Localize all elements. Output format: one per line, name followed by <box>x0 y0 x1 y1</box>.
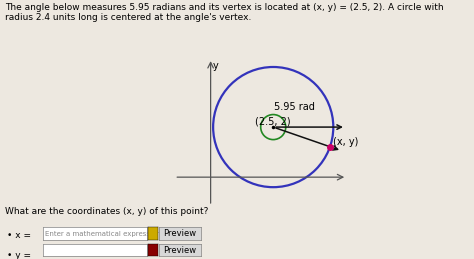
Text: y: y <box>213 61 219 71</box>
Text: Preview: Preview <box>164 229 197 238</box>
Text: The angle below measures 5.95 radians and its vertex is located at (x, y) = (2.5: The angle below measures 5.95 radians an… <box>5 3 443 22</box>
Text: (2.5, 2): (2.5, 2) <box>255 117 291 127</box>
Text: (x, y): (x, y) <box>332 138 358 147</box>
Text: Enter a mathematical expression (more..): Enter a mathematical expression (more..) <box>45 231 191 237</box>
Text: • y =: • y = <box>7 251 31 259</box>
Text: Preview: Preview <box>164 246 197 255</box>
Text: What are the coordinates (x, y) of this point?: What are the coordinates (x, y) of this … <box>5 207 208 216</box>
Text: • x =: • x = <box>7 231 31 240</box>
Text: 5.95 rad: 5.95 rad <box>274 102 315 112</box>
